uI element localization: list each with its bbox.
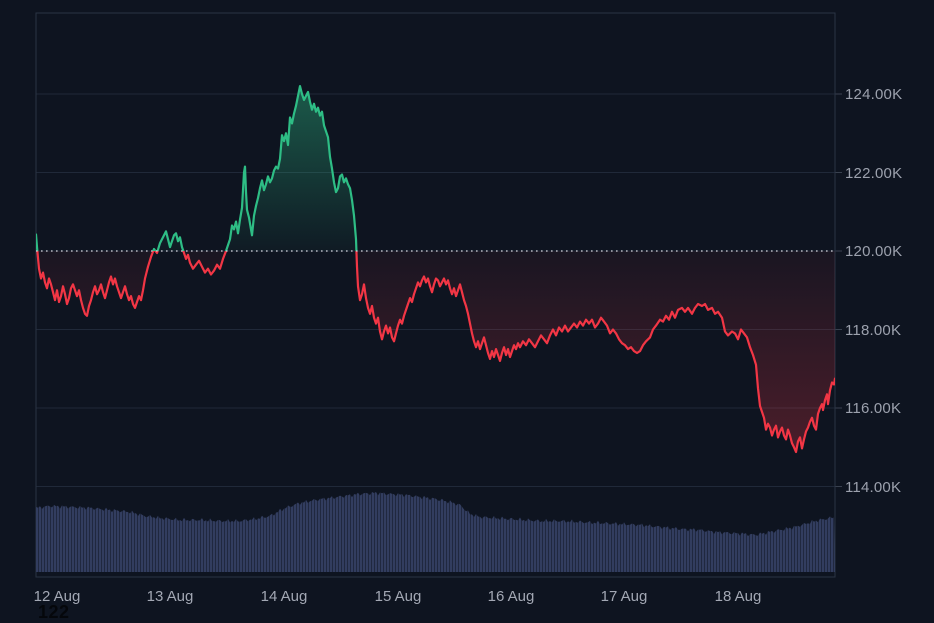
x-axis-label: 15 Aug	[374, 588, 422, 605]
y-axis-label: 122.00K	[845, 164, 903, 182]
x-axis-label: 17 Aug	[600, 588, 648, 605]
x-axis-label: 14 Aug	[260, 588, 308, 605]
y-axis-label: 124.00K	[845, 86, 903, 103]
y-axis-label: 118.00K	[845, 321, 902, 339]
y-axis-label: 116.00K	[845, 400, 902, 417]
x-axis-label: 12 Aug	[33, 588, 81, 605]
x-axis-label: 13 Aug	[146, 588, 194, 605]
clipped-price-text: 122	[38, 602, 70, 622]
x-axis-label: 18 Aug	[714, 588, 762, 605]
y-axis-label: 114.00K	[845, 478, 902, 496]
y-axis-label: 120.00K	[845, 243, 903, 260]
x-axis-label: 16 Aug	[487, 588, 535, 605]
